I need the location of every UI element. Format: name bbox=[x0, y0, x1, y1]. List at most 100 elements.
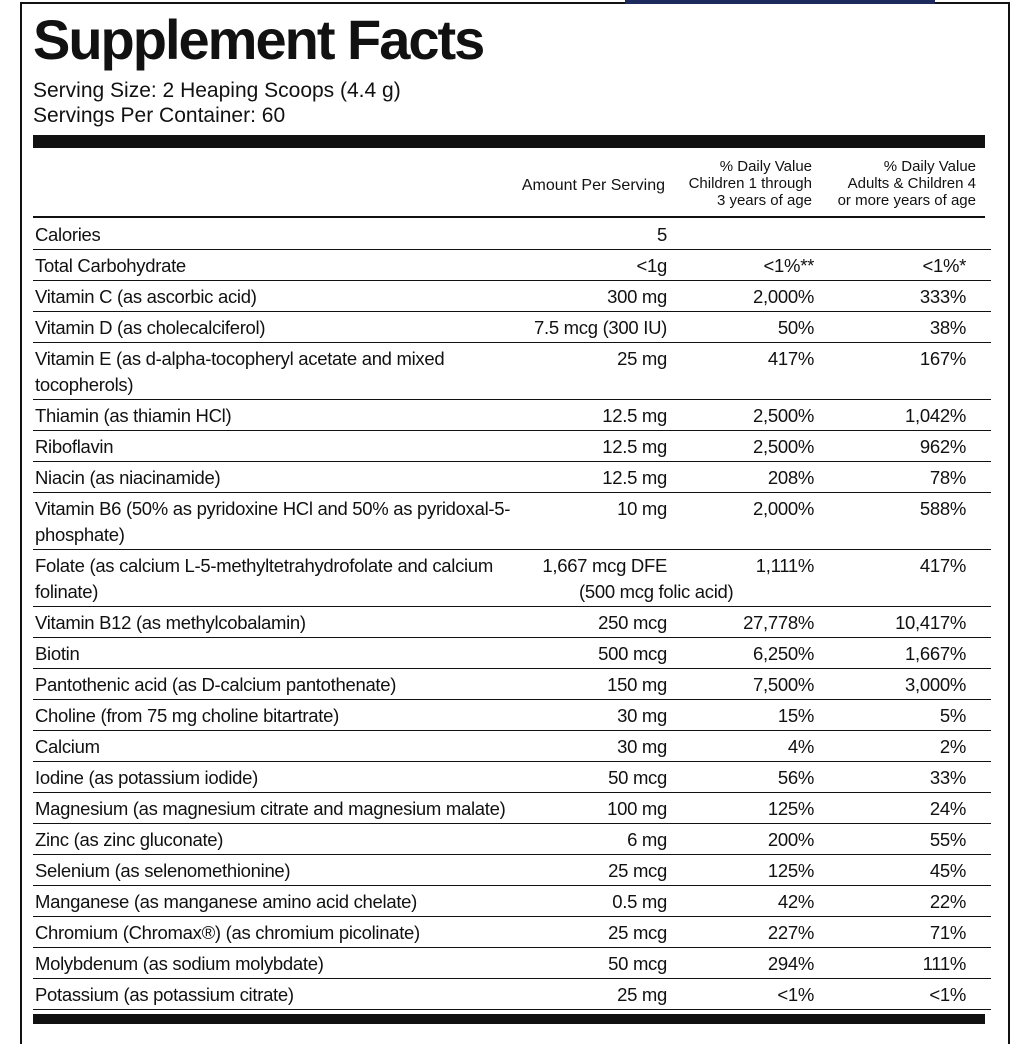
adults-dv: 5% bbox=[814, 699, 966, 731]
amount: 30 mg bbox=[531, 730, 667, 762]
nutrient-name: Vitamin B6 (50% as pyridoxine HCl and 50… bbox=[33, 492, 531, 550]
amount: 1,667 mcg DFE (500 mcg folic acid) bbox=[531, 549, 734, 607]
children-dv: <1% bbox=[667, 978, 814, 1010]
nutrient-row: Manganese (as manganese amino acid chela… bbox=[33, 885, 991, 917]
adults-dv: 2% bbox=[814, 730, 966, 762]
adults-dv: 78% bbox=[814, 461, 966, 493]
adults-dv: 962% bbox=[814, 430, 966, 462]
nutrient-name: Vitamin B12 (as methylcobalamin) bbox=[33, 606, 531, 638]
pad bbox=[966, 311, 991, 343]
adults-dv: 417% bbox=[814, 549, 966, 607]
nutrient-name: Biotin bbox=[33, 637, 531, 669]
pad bbox=[966, 606, 991, 638]
children-dv: 50% bbox=[667, 311, 814, 343]
page: Supplement Facts Serving Size: 2 Heaping… bbox=[20, 0, 1010, 1044]
adults-dv: 33% bbox=[814, 761, 966, 793]
header-line: 3 years of age bbox=[716, 192, 812, 209]
nutrient-name: Total Carbohydrate bbox=[33, 249, 531, 281]
children-dv: 200% bbox=[667, 823, 814, 855]
header-line: % Daily Value bbox=[719, 158, 812, 175]
children-dv: 27,778% bbox=[667, 606, 814, 638]
pad bbox=[966, 947, 991, 979]
children-dv: 4% bbox=[667, 730, 814, 762]
children-dv: 2,000% bbox=[667, 492, 814, 550]
nutrient-row: Vitamin C (as ascorbic acid) 300 mg 2,000%… bbox=[33, 280, 991, 312]
serving-size: Serving Size: 2 Heaping Scoops (4.4 g) bbox=[33, 79, 401, 102]
nutrient-row: Riboflavin 12.5 mg 2,500% 962% bbox=[33, 430, 991, 462]
amount: 10 mg bbox=[531, 492, 667, 550]
amount-note: (500 mcg folic acid) bbox=[579, 581, 734, 602]
children-dv: 1,111% bbox=[667, 549, 814, 607]
pad bbox=[966, 280, 991, 312]
pad bbox=[966, 854, 991, 886]
adults-dv: 333% bbox=[814, 280, 966, 312]
pad bbox=[966, 885, 991, 917]
amount: 12.5 mg bbox=[531, 399, 667, 431]
pad bbox=[966, 219, 991, 250]
nutrient-row: Vitamin B12 (as methylcobalamin) 250 mcg 2… bbox=[33, 606, 991, 638]
title: Supplement Facts bbox=[33, 8, 485, 71]
adults-dv: 167% bbox=[814, 342, 966, 400]
header-line: Children 1 through bbox=[688, 175, 812, 192]
adults-dv: 10,417% bbox=[814, 606, 966, 638]
nutrient-name: Calcium bbox=[33, 730, 531, 762]
nutrient-row: Total Carbohydrate <1g <1%** <1%* bbox=[33, 249, 991, 281]
pad bbox=[966, 823, 991, 855]
nutrient-row: Selenium (as selenomethionine) 25 mcg 125%… bbox=[33, 854, 991, 886]
children-dv: 2,500% bbox=[667, 399, 814, 431]
adults-dv: <1%* bbox=[814, 249, 966, 281]
pad bbox=[966, 978, 991, 1010]
children-dv: 227% bbox=[667, 916, 814, 948]
nutrient-name: Niacin (as niacinamide) bbox=[33, 461, 531, 493]
children-dv bbox=[667, 219, 814, 250]
nutrient-row: Choline (from 75 mg choline bitartrate) 3… bbox=[33, 699, 991, 731]
pad bbox=[966, 399, 991, 431]
nutrient-name: Vitamin C (as ascorbic acid) bbox=[33, 280, 531, 312]
thick-rule bbox=[33, 135, 985, 148]
header-line: % Daily Value bbox=[883, 158, 976, 175]
pad bbox=[966, 249, 991, 281]
adults-dv: <1% bbox=[814, 978, 966, 1010]
adults-dv: 111% bbox=[814, 947, 966, 979]
amount: 25 mcg bbox=[531, 916, 667, 948]
nutrient-name: Thiamin (as thiamin HCl) bbox=[33, 399, 531, 431]
pad bbox=[966, 637, 991, 669]
adults-dv: 38% bbox=[814, 311, 966, 343]
amount-header: Amount Per Serving bbox=[521, 177, 665, 194]
nutrient-name: Chromium (Chromax®) (as chromium picolin… bbox=[33, 916, 531, 948]
amount: 25 mg bbox=[531, 978, 667, 1010]
nutrient-name: Riboflavin bbox=[33, 430, 531, 462]
amount: 300 mg bbox=[531, 280, 667, 312]
children-dv: 7,500% bbox=[667, 668, 814, 700]
amount: 250 mcg bbox=[531, 606, 667, 638]
nutrient-name: Magnesium (as magnesium citrate and magn… bbox=[33, 792, 531, 824]
nutrient-name: Molybdenum (as sodium molybdate) bbox=[33, 947, 531, 979]
children-header: % Daily Value Children 1 through 3 years o… bbox=[660, 158, 812, 209]
pad bbox=[966, 792, 991, 824]
pad bbox=[966, 492, 991, 550]
nutrient-row: Folate (as calcium L-5-methyltetrahydrof… bbox=[33, 549, 991, 607]
amount: 6 mg bbox=[531, 823, 667, 855]
adults-dv: 22% bbox=[814, 885, 966, 917]
header-line: or more years of age bbox=[837, 192, 976, 209]
amount: 1,667 mcg DFE bbox=[542, 555, 667, 576]
children-dv: <1%** bbox=[667, 249, 814, 281]
nutrient-row: Chromium (Chromax®) (as chromium picolin… bbox=[33, 916, 991, 948]
nutrient-name: Vitamin E (as d-alpha-tocopheryl acetate… bbox=[33, 342, 531, 400]
amount: 25 mg bbox=[531, 342, 667, 400]
pad bbox=[966, 430, 991, 462]
nutrient-row: Biotin 500 mcg 6,250% 1,667% bbox=[33, 637, 991, 669]
children-dv: 125% bbox=[667, 854, 814, 886]
nutrient-name: Pantothenic acid (as D-calcium pantothen… bbox=[33, 668, 531, 700]
pad bbox=[966, 916, 991, 948]
nutrient-row: Niacin (as niacinamide) 12.5 mg 208% 78% bbox=[33, 461, 991, 493]
pad bbox=[966, 668, 991, 700]
nutrient-row: Zinc (as zinc gluconate) 6 mg 200% 55% bbox=[33, 823, 991, 855]
thick-rule bbox=[33, 1014, 985, 1024]
children-dv: 56% bbox=[667, 761, 814, 793]
adults-dv: 1,667% bbox=[814, 637, 966, 669]
amount: 0.5 mg bbox=[531, 885, 667, 917]
children-dv: 42% bbox=[667, 885, 814, 917]
nutrient-table: Calories 5 Total Carbohydrate <1g <1%** <1%* V… bbox=[33, 219, 991, 1010]
nutrient-name: Manganese (as manganese amino acid chela… bbox=[33, 885, 531, 917]
